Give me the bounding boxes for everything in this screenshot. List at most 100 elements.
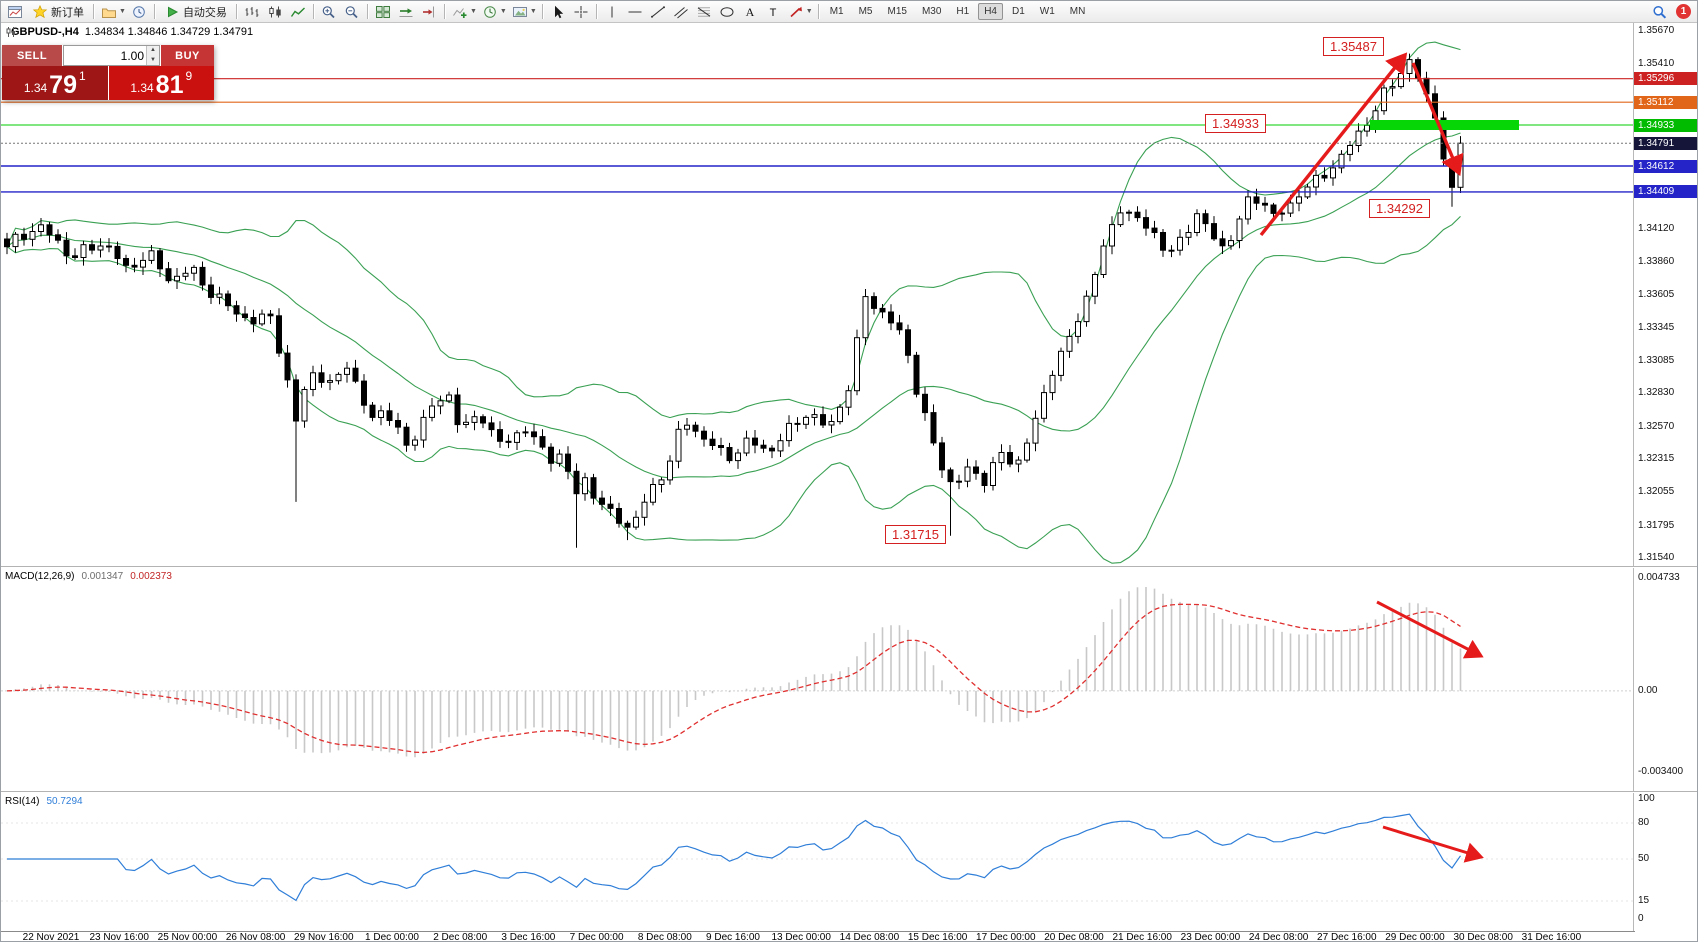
sell-price[interactable]: 1.34 79 1 bbox=[2, 66, 108, 100]
symbol-ohlc: GBPUSD-,H4 1.34834 1.34846 1.34729 1.347… bbox=[5, 26, 253, 38]
toolbar-separator bbox=[153, 4, 155, 19]
arrows-dropdown-icon[interactable]: ▼ bbox=[805, 8, 813, 15]
time-axis-label: 29 Dec 00:00 bbox=[1385, 932, 1445, 942]
time-axis[interactable]: 22 Nov 2021 23 Nov 16:00 25 Nov 00:00 26 No… bbox=[1, 931, 1635, 942]
rsi-panel[interactable]: RSI(14) 50.7294 bbox=[1, 793, 1635, 931]
panel-separator[interactable] bbox=[1, 566, 1697, 568]
macd-trend-arrow[interactable] bbox=[1376, 600, 1484, 659]
text-icon[interactable]: A bbox=[739, 3, 761, 21]
price-annotation[interactable]: 1.31715 bbox=[885, 525, 946, 544]
toolbar-separator bbox=[595, 4, 597, 19]
rsi-line bbox=[7, 813, 1461, 902]
timeframe-m5-button[interactable]: M5 bbox=[858, 6, 873, 17]
price-level-badge[interactable]: 1.34612 bbox=[1634, 159, 1697, 173]
chart-profiles-dropdown-icon[interactable]: ▼ bbox=[119, 8, 126, 15]
macd-main-value: 0.001347 bbox=[81, 571, 124, 582]
volume-increase-button[interactable]: ▲ bbox=[147, 46, 159, 56]
horizontal-level-lines[interactable] bbox=[1, 78, 1635, 193]
symbol-title: GBPUSD-,H4 bbox=[11, 26, 79, 38]
trendline-icon[interactable] bbox=[647, 3, 669, 21]
macd-canvas[interactable] bbox=[1, 568, 1635, 791]
market-watch-icon[interactable] bbox=[128, 3, 150, 21]
trend-arrows[interactable] bbox=[1259, 52, 1464, 237]
timeframe-m15-button[interactable]: M15 bbox=[887, 6, 907, 17]
shapes-icon[interactable] bbox=[716, 3, 738, 21]
line-chart-icon[interactable] bbox=[287, 3, 309, 21]
panel-separator[interactable] bbox=[1, 791, 1697, 793]
rsi-scale-tick: 100 bbox=[1638, 793, 1655, 804]
price-level-badge[interactable]: 1.34409 bbox=[1634, 185, 1697, 199]
indicators-add-dropdown-icon[interactable]: ▼ bbox=[469, 8, 477, 15]
notification-badge[interactable]: 1 bbox=[1676, 4, 1691, 19]
indicators-add-icon[interactable] bbox=[449, 3, 471, 21]
hline-icon[interactable] bbox=[624, 3, 646, 21]
macd-scale-tick: -0.003400 bbox=[1638, 766, 1684, 777]
time-axis-label: 21 Dec 16:00 bbox=[1112, 932, 1172, 942]
periods-dropdown-icon[interactable]: ▼ bbox=[499, 8, 507, 15]
buy-button[interactable]: BUY bbox=[161, 45, 214, 66]
rsi-canvas[interactable] bbox=[1, 793, 1635, 931]
resistance-highlight-zone[interactable] bbox=[1370, 120, 1519, 130]
macd-panel[interactable]: MACD(12,26,9) 0.001347 0.002373 bbox=[1, 568, 1635, 791]
zoom-in-icon[interactable] bbox=[318, 3, 340, 21]
fibonacci-icon[interactable] bbox=[693, 3, 715, 21]
price-scale-tick: 1.35670 bbox=[1638, 25, 1675, 36]
templates-icon[interactable] bbox=[509, 3, 531, 21]
periods-icon[interactable] bbox=[479, 3, 501, 21]
auto-scroll-icon[interactable] bbox=[395, 3, 417, 21]
arrows-icon[interactable] bbox=[785, 3, 807, 21]
price-annotation[interactable]: 1.35487 bbox=[1323, 37, 1384, 56]
volume-decrease-button[interactable]: ▼ bbox=[147, 55, 159, 65]
price-scale-tick: 1.34120 bbox=[1638, 222, 1675, 234]
timeframe-mn-button[interactable]: MN bbox=[1069, 6, 1086, 17]
templates-dropdown-icon[interactable]: ▼ bbox=[529, 8, 537, 15]
label-icon[interactable]: T bbox=[762, 3, 784, 21]
sell-button[interactable]: SELL bbox=[2, 45, 62, 66]
toolbar-separator bbox=[541, 4, 543, 19]
price-level-badge[interactable]: 1.35296 bbox=[1634, 72, 1697, 86]
price-scale-tick: 1.33605 bbox=[1638, 288, 1675, 300]
rsi-scale-tick: 15 bbox=[1638, 895, 1650, 906]
bars-chart-icon[interactable] bbox=[241, 3, 263, 21]
price-annotation[interactable]: 1.34933 bbox=[1205, 114, 1266, 133]
zoom-out-icon[interactable] bbox=[341, 3, 363, 21]
price-scale-tick: 1.32570 bbox=[1638, 420, 1675, 432]
timeframe-m30-button[interactable]: M30 bbox=[921, 6, 942, 17]
timeframe-m1-button[interactable]: M1 bbox=[829, 6, 844, 17]
candlestick-series bbox=[4, 53, 1464, 548]
new-order-button[interactable]: 新订单 bbox=[27, 3, 89, 21]
sell-price-base: 1.34 bbox=[23, 81, 48, 95]
time-axis-label: 31 Dec 16:00 bbox=[1521, 932, 1582, 942]
chart-profiles-icon[interactable] bbox=[98, 3, 120, 21]
channel-icon[interactable] bbox=[670, 3, 692, 21]
auto-trading-button[interactable]: 自动交易 bbox=[159, 3, 232, 21]
chart-window-icon[interactable] bbox=[4, 3, 26, 21]
time-axis-label: 9 Dec 16:00 bbox=[706, 932, 760, 942]
main-chart-panel[interactable]: GBPUSD-,H4 1.34834 1.34846 1.34729 1.347… bbox=[1, 23, 1635, 566]
volume-field[interactable]: 1.00 ▲ ▼ bbox=[63, 45, 160, 66]
price-scale-tick: 1.33085 bbox=[1638, 354, 1675, 366]
price-scale-tick: 1.33345 bbox=[1638, 321, 1675, 333]
buy-price[interactable]: 1.34 81 9 bbox=[108, 66, 214, 100]
candles-chart-icon[interactable] bbox=[264, 3, 286, 21]
price-scale[interactable]: 1.35670 1.35410 1.34120 1.33860 1.33605 1.333… bbox=[1633, 23, 1697, 941]
rsi-trend-arrow[interactable] bbox=[1382, 825, 1484, 863]
price-level-badge[interactable]: 1.34933 bbox=[1634, 118, 1697, 132]
timeframe-h4-button[interactable]: H4 bbox=[978, 3, 1003, 20]
timeframe-h1-button[interactable]: H1 bbox=[956, 6, 970, 17]
price-scale-tick: 1.31795 bbox=[1638, 519, 1675, 531]
crosshair-icon[interactable] bbox=[570, 3, 592, 21]
toolbar-separator bbox=[235, 4, 237, 19]
search-icon[interactable] bbox=[1649, 3, 1671, 21]
main-chart-canvas[interactable] bbox=[1, 23, 1635, 566]
vline-icon[interactable] bbox=[601, 3, 623, 21]
cursor-icon[interactable] bbox=[547, 3, 569, 21]
price-level-badge[interactable]: 1.35112 bbox=[1634, 95, 1697, 109]
buy-price-pips: 81 bbox=[155, 70, 184, 99]
timeframe-d1-button[interactable]: D1 bbox=[1012, 6, 1025, 17]
tile-windows-icon[interactable] bbox=[372, 3, 394, 21]
chart-shift-icon[interactable] bbox=[418, 3, 440, 21]
timeframe-w1-button[interactable]: W1 bbox=[1039, 6, 1055, 17]
price-annotation[interactable]: 1.34292 bbox=[1369, 199, 1430, 218]
